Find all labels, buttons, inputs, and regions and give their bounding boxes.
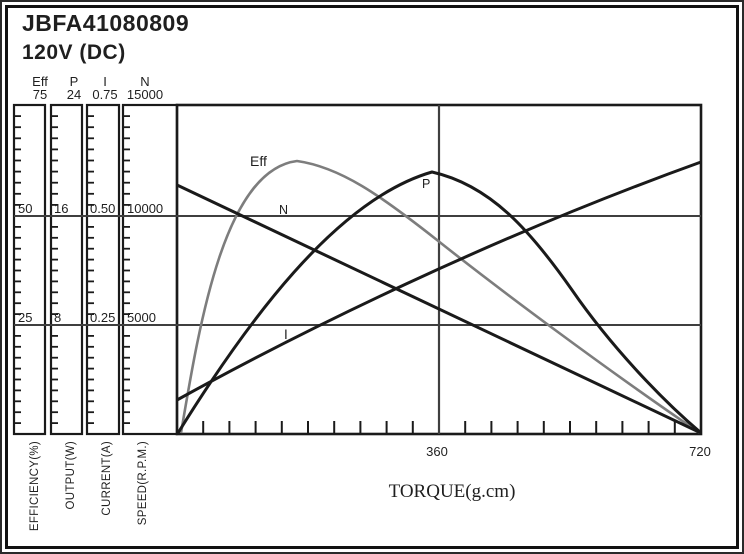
axis-header-n: N	[140, 74, 149, 89]
axis-header-i: I	[103, 74, 107, 89]
axis-max-i: 0.75	[92, 87, 117, 102]
axis-header-eff: Eff	[32, 74, 48, 89]
y-axis-unit-label-efficiency: EFFICIENCY(%)	[29, 441, 41, 531]
y-axis-headers: Eff P I N 75 24 0.75 15000	[32, 74, 163, 102]
y-axis-value-labels: 50 16 0.50 10000 25 8 0.25 5000	[18, 201, 163, 325]
y-axis-unit-label-speed: SPEED(R.P.M.)	[137, 441, 149, 525]
efficiency-axis-strip	[12, 103, 47, 436]
power-curve	[176, 170, 701, 434]
axis-low-label-p: 8	[54, 310, 61, 325]
speed-curve-label: N	[279, 203, 288, 217]
efficiency-curve	[179, 159, 701, 435]
axis-max-p: 24	[67, 87, 81, 102]
axis-max-eff: 75	[33, 87, 47, 102]
x-tick-label-720: 720	[689, 444, 711, 459]
axis-low-label-eff: 25	[18, 310, 32, 325]
output-axis-strip	[49, 103, 84, 436]
axis-mid-label-p: 16	[54, 201, 68, 216]
axis-mid-label-n: 10000	[127, 201, 163, 216]
axis-header-p: P	[70, 74, 79, 89]
efficiency-curve-label: Eff	[250, 153, 267, 169]
axis-low-label-i: 0.25	[90, 310, 115, 325]
inner-border	[5, 5, 739, 549]
y-axis-unit-label-current: CURRENT(A)	[101, 441, 113, 516]
axis-low-label-n: 5000	[127, 310, 156, 325]
y-axis-unit-label-output: OUTPUT(W)	[65, 441, 77, 510]
axis-mid-label-eff: 50	[18, 201, 32, 216]
speed-axis-strip	[121, 103, 179, 436]
axis-mid-label-i: 0.50	[90, 201, 115, 216]
current-curve	[176, 160, 702, 402]
power-curve-label: P	[422, 177, 430, 191]
y-axis-unit-labels: EFFICIENCY(%) OUTPUT(W) CURRENT(A) SPEED…	[29, 441, 149, 531]
curves	[176, 159, 702, 435]
y-axis-strips	[12, 103, 179, 436]
current-curve-label: I	[284, 327, 288, 342]
speed-curve	[176, 183, 702, 435]
axis-max-n: 15000	[127, 87, 163, 102]
x-tick-label-360: 360	[426, 444, 448, 459]
y-axis-minor-ticks	[14, 115, 130, 425]
x-axis-title: TORQUE(g.cm)	[389, 481, 516, 502]
x-axis-minor-ticks	[202, 421, 676, 434]
voltage-rating: 120V (DC)	[22, 41, 126, 64]
model-number: JBFA41080809	[22, 10, 189, 36]
current-axis-strip	[85, 103, 121, 436]
